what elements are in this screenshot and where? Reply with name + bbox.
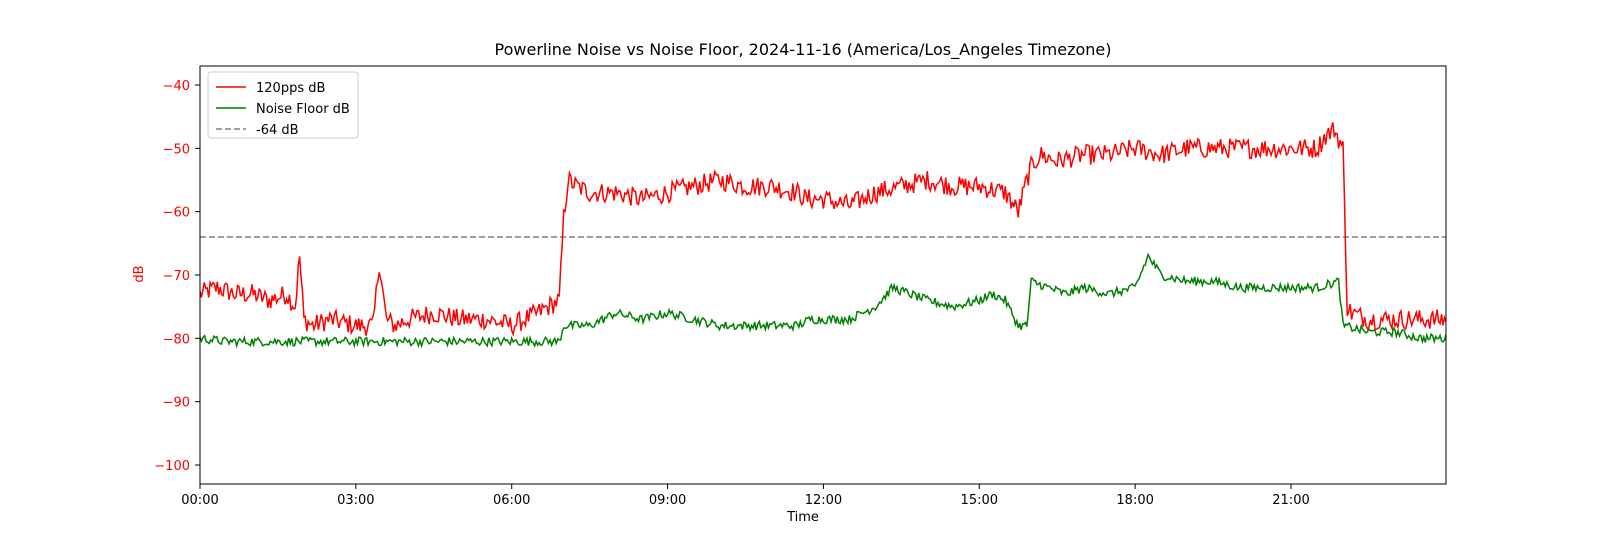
x-tick-label: 18:00 <box>1116 493 1153 508</box>
x-tick-label: 15:00 <box>961 493 998 508</box>
y-tick-label: −50 <box>163 142 190 157</box>
x-axis-label: Time <box>786 510 819 525</box>
legend-label-threshold: -64 dB <box>256 123 299 138</box>
x-tick-label: 00:00 <box>181 493 218 508</box>
x-tick-label: 06:00 <box>493 493 530 508</box>
series-line-120pps <box>200 122 1446 337</box>
legend: 120pps dB Noise Floor dB -64 dB <box>207 71 359 139</box>
x-tick-label: 09:00 <box>649 493 686 508</box>
chart-title: Powerline Noise vs Noise Floor, 2024-11-… <box>495 40 1112 60</box>
y-tick-label: −70 <box>163 269 190 284</box>
plot-area <box>199 65 1447 485</box>
x-tick-label: 21:00 <box>1272 493 1309 508</box>
y-axis: −40 −50 −60 −70 −80 −90 −100 <box>154 79 200 474</box>
y-tick-label: −60 <box>163 206 190 221</box>
x-tick-label: 03:00 <box>337 493 374 508</box>
y-axis-label: dB <box>132 265 147 282</box>
legend-box <box>207 71 359 139</box>
legend-label-noise-floor: Noise Floor dB <box>256 102 350 117</box>
plot-frame <box>199 65 1447 485</box>
y-tick-label: −90 <box>163 396 190 411</box>
y-tick-label: −80 <box>163 332 190 347</box>
y-tick-label: −40 <box>163 79 190 94</box>
y-tick-label: −100 <box>154 459 190 474</box>
x-tick-label: 12:00 <box>805 493 842 508</box>
series-line-noise-floor <box>200 252 1446 349</box>
legend-label-120pps: 120pps dB <box>256 81 325 96</box>
x-axis: 00:00 03:00 06:00 09:00 12:00 15:00 18:00 21:00 <box>181 484 1310 508</box>
